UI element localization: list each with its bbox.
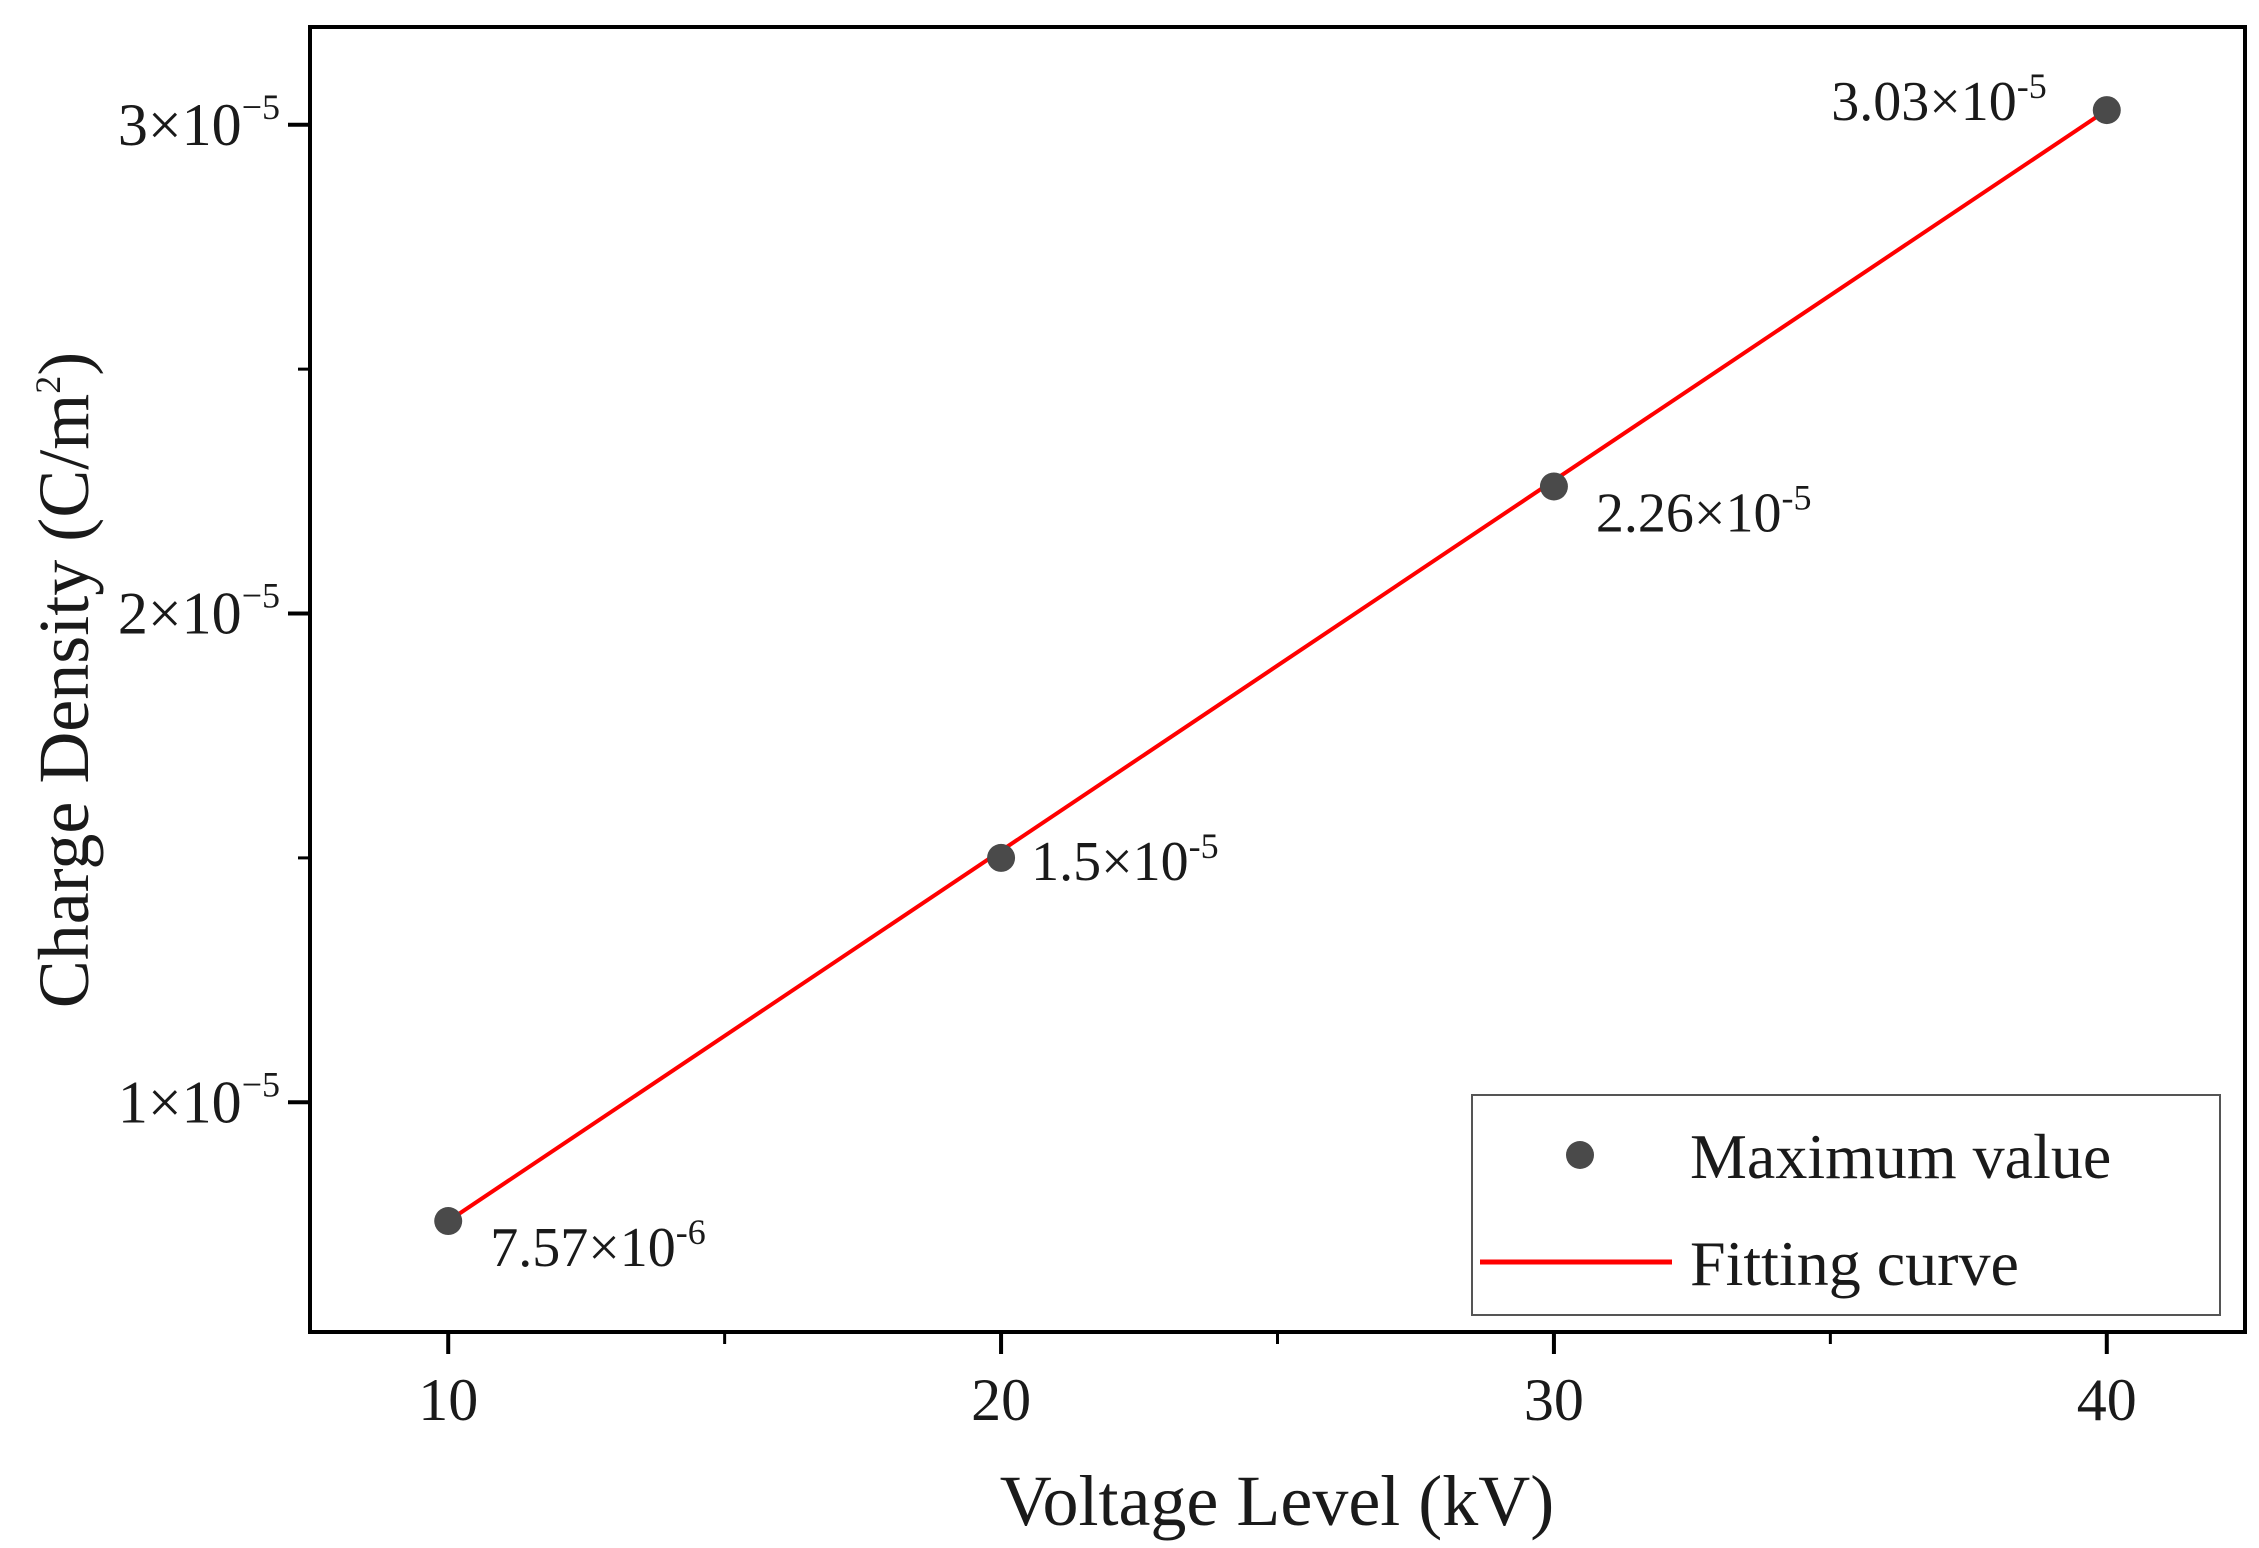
fitting-curve-line [447, 108, 2108, 1223]
y-axis-ticks: 1×10−5 2×10−5 3×10−5 [118, 87, 310, 1135]
data-point-label: 2.26×10-5 [1596, 477, 1812, 544]
y-axis-title-text: Charge Density (C/m [24, 394, 104, 1009]
x-tick-label: 40 [2077, 1367, 2137, 1433]
x-tick-label: 20 [971, 1367, 1031, 1433]
x-tick-label: 30 [1524, 1367, 1584, 1433]
legend-marker-maximum-value [1566, 1141, 1594, 1169]
x-axis-ticks: 10 20 30 40 [418, 1332, 2137, 1433]
data-point-label: 1.5×10-5 [1031, 826, 1219, 893]
data-point [987, 843, 1016, 872]
y-axis-title-superscript: 2 [28, 376, 68, 394]
data-point [434, 1207, 463, 1236]
y-axis-title-end: ) [24, 352, 104, 376]
legend-label-maximum-value: Maximum value [1690, 1121, 2111, 1192]
data-labels: 7.57×10-6 1.5×10-5 2.26×10-5 3.03×10-5 [490, 66, 2047, 1279]
legend-label-fitting-curve: Fitting curve [1690, 1228, 2019, 1299]
y-tick-label: 2×10−5 [118, 576, 280, 647]
data-point-label: 3.03×10-5 [1831, 66, 2047, 133]
legend: Maximum value Fitting curve [1471, 1094, 2221, 1316]
x-tick-label: 10 [418, 1367, 478, 1433]
y-tick-label: 1×10−5 [118, 1064, 280, 1135]
x-axis-title: Voltage Level (kV) [1000, 1461, 1554, 1541]
data-point-label: 7.57×10-6 [490, 1212, 706, 1279]
legend-box [1471, 1094, 2221, 1316]
data-point [2092, 96, 2121, 125]
data-point [1539, 472, 1568, 501]
y-axis-title: Charge Density (C/m2) [24, 352, 104, 1009]
series-layer [434, 96, 2121, 1236]
y-tick-label: 3×10−5 [118, 87, 280, 158]
